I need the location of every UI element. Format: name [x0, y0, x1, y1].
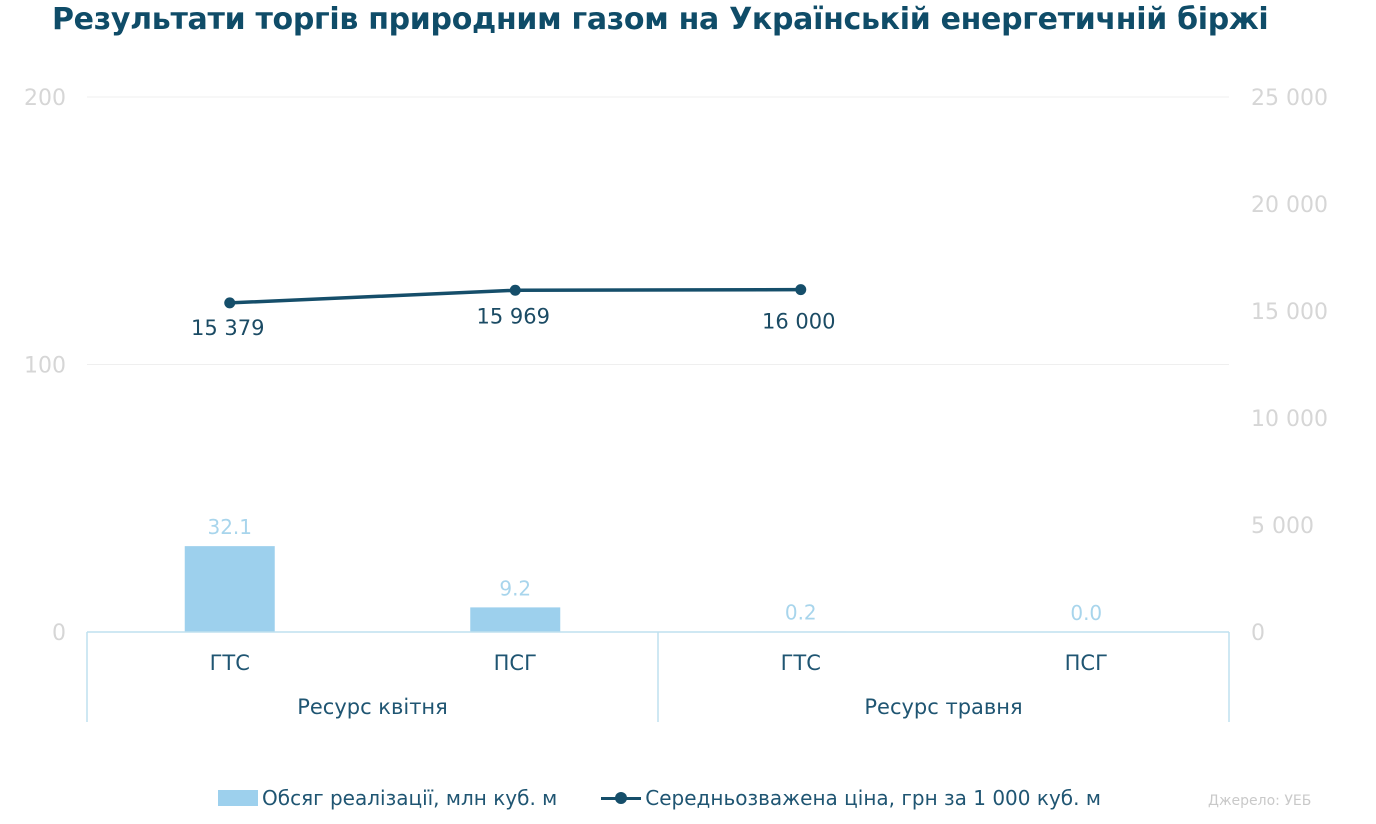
y-left-tick-label: 200 [24, 86, 66, 111]
bar-data-label: 9.2 [499, 576, 531, 600]
y-right-tick-label: 0 [1251, 621, 1265, 646]
y-right-tick-label: 15 000 [1251, 300, 1328, 325]
legend-item-line[interactable]: Середньозважена ціна, грн за 1 000 куб. … [601, 786, 1101, 810]
x-category-label: ПСГ [1065, 651, 1108, 675]
bar [470, 607, 561, 632]
x-category-label: ГТС [781, 651, 821, 675]
chart-title: Результати торгів природним газом на Укр… [52, 2, 1269, 37]
legend-line-swatch [601, 790, 642, 806]
price-point [509, 284, 521, 296]
x-group-label: Ресурс квітня [297, 695, 448, 719]
source-note: Джерело: УЕБ [1208, 793, 1312, 809]
legend-bar-swatch [218, 790, 258, 806]
legend-line-label: Середньозважена ціна, грн за 1 000 куб. … [645, 786, 1101, 810]
bar-data-label: 0.0 [1070, 601, 1102, 625]
y-left-tick-label: 0 [52, 621, 66, 646]
x-group-label: Ресурс травня [864, 695, 1022, 719]
bar [184, 546, 275, 632]
y-right-tick-label: 25 000 [1251, 86, 1328, 111]
x-category-label: ГТС [210, 651, 250, 675]
combo-chart: 0 100 200 0 5 000 10 000 15 000 20 000 25 000 32.… [24, 86, 1328, 722]
x-category-label: ПСГ [494, 651, 537, 675]
bar-data-label: 32.1 [207, 515, 252, 539]
price-data-label: 16 000 [762, 310, 835, 334]
y-right-tick-label: 20 000 [1251, 193, 1328, 218]
price-data-label: 15 969 [477, 304, 550, 328]
legend-bars-label: Обсяг реалізації, млн куб. м [262, 786, 558, 810]
legend-item-bars[interactable]: Обсяг реалізації, млн куб. м [218, 786, 557, 810]
price-data-label: 15 379 [191, 316, 264, 340]
price-point [795, 284, 807, 296]
bar-data-label: 0.2 [785, 600, 817, 624]
y-left-tick-label: 100 [24, 354, 66, 379]
y-right-tick-label: 10 000 [1251, 407, 1328, 432]
price-point [224, 297, 236, 309]
y-right-tick-label: 5 000 [1251, 514, 1314, 539]
legend: Обсяг реалізації, млн куб. м Середньозва… [218, 786, 1145, 810]
